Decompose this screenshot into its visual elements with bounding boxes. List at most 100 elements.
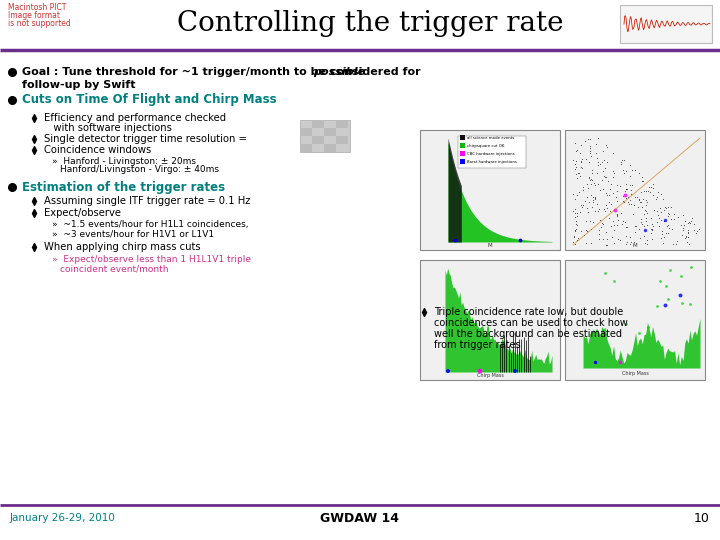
Point: [593, 234, 605, 243]
Point: [580, 217, 592, 225]
Point: [665, 266, 676, 275]
Point: [616, 156, 627, 164]
Text: Chirp Mass: Chirp Mass: [477, 373, 503, 378]
Point: [620, 239, 631, 248]
Point: [681, 237, 693, 246]
Point: [617, 192, 629, 200]
Point: [621, 194, 632, 202]
Text: is not supported: is not supported: [8, 19, 71, 28]
Point: [575, 201, 586, 210]
Point: [633, 225, 644, 233]
Text: M: M: [633, 243, 637, 248]
Point: [649, 206, 660, 214]
Text: possible: possible: [313, 67, 365, 77]
Text: Triple coincidence rate low, but double: Triple coincidence rate low, but double: [434, 307, 624, 317]
Point: [584, 217, 595, 226]
Point: [662, 229, 673, 238]
Text: »  ~1.5 events/hour for H1L1 coincidences,: » ~1.5 events/hour for H1L1 coincidences…: [52, 219, 248, 228]
Bar: [312, 120, 324, 128]
Text: »  Expect/observe less than 1 H1L1V1 triple: » Expect/observe less than 1 H1L1V1 trip…: [52, 254, 251, 264]
Point: [608, 148, 619, 157]
Bar: [420, 260, 560, 380]
Text: GWDAW 14: GWDAW 14: [320, 511, 400, 524]
Point: [625, 199, 636, 208]
Point: [638, 222, 649, 231]
Point: [675, 272, 687, 280]
Point: [647, 234, 658, 243]
Point: [679, 216, 690, 225]
Text: When applying chirp mass cuts: When applying chirp mass cuts: [44, 242, 201, 252]
Point: [616, 158, 627, 166]
Point: [597, 146, 608, 155]
Point: [588, 193, 599, 201]
Point: [638, 210, 649, 218]
Point: [586, 166, 598, 174]
Point: [636, 215, 647, 224]
Point: [677, 210, 688, 219]
Point: [624, 161, 636, 170]
Point: [600, 330, 612, 339]
Point: [570, 225, 581, 234]
Point: [603, 198, 615, 207]
Point: [655, 215, 667, 224]
Text: chirpsquare cut OK: chirpsquare cut OK: [467, 144, 505, 148]
Text: Chirp Mass: Chirp Mass: [621, 371, 649, 376]
Point: [663, 209, 675, 218]
Point: [611, 181, 623, 190]
Point: [624, 180, 636, 189]
Point: [682, 225, 693, 234]
Point: [688, 220, 700, 229]
Point: [636, 218, 647, 227]
Point: [582, 184, 594, 193]
Point: [641, 217, 652, 226]
Point: [570, 159, 581, 168]
Point: [611, 197, 622, 206]
Point: [616, 220, 628, 229]
Point: [600, 188, 612, 197]
Point: [593, 204, 605, 213]
Point: [618, 198, 630, 206]
Point: [646, 229, 657, 238]
Point: [662, 222, 673, 231]
Point: [620, 231, 631, 240]
Point: [599, 173, 611, 181]
Point: [578, 231, 590, 239]
Point: [570, 147, 582, 156]
Point: [572, 209, 583, 218]
Text: »  Hanford - Livingston: ± 20ms: » Hanford - Livingston: ± 20ms: [52, 157, 196, 165]
Point: [682, 229, 693, 238]
Point: [576, 141, 588, 150]
Point: [570, 239, 581, 248]
Point: [567, 238, 579, 246]
Point: [647, 190, 659, 199]
Point: [600, 143, 612, 151]
Point: [693, 224, 704, 233]
Point: [665, 215, 677, 224]
Point: [639, 239, 651, 247]
Point: [639, 205, 651, 214]
Point: [659, 217, 670, 225]
Point: [640, 196, 652, 205]
Point: [627, 210, 639, 218]
Point: [586, 168, 598, 177]
Point: [634, 198, 645, 206]
Point: [656, 190, 667, 198]
Point: [577, 202, 588, 211]
Point: [595, 222, 607, 231]
Point: [611, 212, 622, 220]
Point: [613, 235, 624, 244]
Point: [644, 225, 656, 234]
Point: [655, 208, 667, 217]
Point: [640, 214, 652, 222]
Bar: [300, 120, 350, 152]
Bar: [420, 130, 560, 250]
Point: [584, 176, 595, 185]
Point: [685, 217, 697, 226]
Point: [655, 234, 667, 243]
Point: [569, 227, 580, 235]
Point: [665, 202, 677, 211]
Point: [585, 148, 596, 157]
Point: [580, 136, 591, 145]
Point: [624, 196, 636, 205]
Point: [641, 220, 652, 229]
